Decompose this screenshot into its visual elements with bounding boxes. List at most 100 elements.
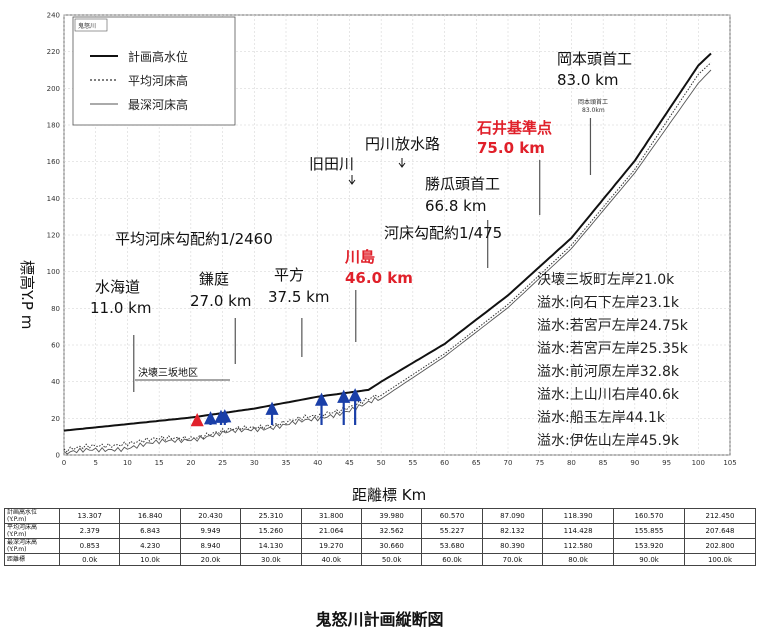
y-tick-label: 220	[47, 48, 60, 56]
x-tick-label: 5	[93, 459, 97, 467]
breach-item: 溢水:若宮戸左岸25.35k	[537, 341, 689, 357]
table-cell: 153.920	[613, 538, 685, 554]
y-axis-label: 標高Y.P m	[18, 260, 36, 329]
row-label: 最深河床高 (Y.P.m)	[4, 538, 60, 554]
profile-chart: 0 5 10 15 20 25 30 35 40 45 50 55 60 65 70 75 80 85 90 95 10…	[18, 12, 737, 505]
okamoto-label: 岡本頭首工	[557, 50, 632, 68]
y-tick-label: 140	[47, 195, 60, 203]
breach-item: 決壊三坂町左岸21.0k	[537, 272, 675, 288]
table-row: 距離標 0.0k 10.0k 20.0k 30.0k 40.0k 50.0k 60.0k 70…	[4, 553, 756, 566]
table-row: 最深河床高 (Y.P.m) 0.853 4.230 8.940 14.130 19.270…	[4, 538, 756, 554]
table-cell: 16.840	[119, 508, 181, 524]
x-tick-label: 40	[313, 459, 322, 467]
table-cell: 53.680	[421, 538, 483, 554]
y-tick-label: 0	[56, 452, 60, 460]
kamaniwa-km: 27.0 km	[190, 292, 251, 310]
series-lines	[63, 52, 712, 455]
table-cell: 0.853	[58, 538, 121, 554]
y-tick-label: 240	[47, 12, 60, 20]
breach-item: 溢水:上山川右岸40.6k	[537, 387, 680, 403]
x-tick-label: 80	[567, 459, 576, 467]
enkawa-arrow	[398, 158, 406, 168]
x-tick-label: 100	[692, 459, 705, 467]
x-tick-label: 15	[155, 459, 164, 467]
y-tick-label: 160	[47, 158, 60, 166]
table-cell: 9.949	[179, 523, 242, 539]
table-cell: 100.0k	[684, 553, 756, 566]
breach-arrows	[190, 388, 362, 427]
x-tick-label: 105	[723, 459, 736, 467]
x-tick-label: 75	[535, 459, 544, 467]
legend-box-title: 鬼怒川	[78, 22, 96, 30]
table-cell: 39.980	[360, 508, 423, 524]
table-cell: 20.0k	[179, 553, 242, 566]
table-cell: 10.0k	[119, 553, 181, 566]
mitsukaido-label: 水海道	[95, 278, 140, 296]
misaka-label: 決壊三坂地区	[138, 366, 198, 379]
table-cell: 60.0k	[421, 553, 483, 566]
x-tick-label: 70	[504, 459, 513, 467]
y-tick-label: 80	[51, 305, 60, 313]
table-cell: 31.800	[300, 508, 362, 524]
y-tick-label: 60	[51, 342, 60, 350]
okamoto-small-label: 岡本頭首工	[578, 98, 608, 106]
table-cell: 60.570	[421, 508, 483, 524]
axis-ticks: 0 5 10 15 20 25 30 35 40 45 50 55 60 65 70 75 80 85 90 95 10…	[47, 12, 737, 468]
table-cell: 55.227	[421, 523, 483, 539]
table-row: 計画高水位 (Y.P.m) 13.307 16.840 20.430 25.310 31.…	[4, 508, 756, 524]
table-cell: 20.430	[179, 508, 242, 524]
y-tick-label: 40	[51, 378, 60, 386]
figure-caption: 鬼怒川計画縦断図	[315, 610, 444, 629]
table-cell: 6.843	[119, 523, 181, 539]
x-tick-label: 90	[630, 459, 639, 467]
table-cell: 114.428	[542, 523, 615, 539]
y-tick-label: 100	[47, 268, 60, 276]
series-line	[63, 62, 712, 453]
x-tick-label: 50	[377, 459, 386, 467]
table-cell: 112.580	[542, 538, 615, 554]
profile-table: 計画高水位 (Y.P.m) 13.307 16.840 20.430 25.310 31.…	[4, 508, 756, 566]
table-row: 平均河床高 (Y.P.m) 2.379 6.843 9.949 15.260 21.064…	[4, 523, 756, 539]
katsuura-km: 66.8 km	[425, 197, 486, 215]
x-tick-label: 55	[408, 459, 417, 467]
table-cell: 15.260	[240, 523, 302, 539]
table-cell: 4.230	[119, 538, 181, 554]
table-cell: 32.562	[360, 523, 423, 539]
breach-item: 溢水:伊佐山左岸45.9k	[537, 433, 680, 449]
x-tick-label: 60	[440, 459, 449, 467]
ishii-km: 75.0 km	[477, 139, 545, 157]
kawashima-label: 川島	[344, 248, 375, 266]
table-cell: 160.570	[613, 508, 685, 524]
y-tick-label: 200	[47, 85, 60, 93]
okamoto-km: 83.0 km	[557, 71, 618, 89]
y-tick-label: 180	[47, 122, 60, 130]
kyutagawa-arrow	[348, 175, 356, 185]
table-cell: 25.310	[240, 508, 302, 524]
avg-gradient-label: 平均河床勾配約1/2460	[115, 230, 273, 248]
legend: 鬼怒川 計画高水位 平均河床高 最深河床高	[72, 16, 236, 126]
table-cell: 118.390	[542, 508, 615, 524]
series-line	[63, 52, 712, 432]
breach-list: 決壊三坂町左岸21.0k 溢水:向石下左岸23.1k 溢水:若宮戸左岸24.75…	[537, 272, 689, 449]
table-cell: 90.0k	[613, 553, 685, 566]
series-line	[63, 69, 712, 455]
x-axis-label: 距離標 Km	[352, 486, 426, 504]
y-tick-label: 20	[51, 415, 60, 423]
table-cell: 30.0k	[240, 553, 302, 566]
x-tick-label: 65	[472, 459, 481, 467]
mitsukaido-km: 11.0 km	[90, 299, 151, 317]
x-tick-label: 0	[62, 459, 66, 467]
x-tick-label: 95	[662, 459, 671, 467]
breach-item: 溢水:向石下左岸23.1k	[537, 295, 680, 311]
table-cell: 87.090	[481, 508, 544, 524]
table-cell: 8.940	[179, 538, 242, 554]
enkawa-label: 円川放水路	[365, 135, 440, 153]
legend-deep-bed: 最深河床高	[128, 97, 188, 112]
ishii-label: 石井基準点	[476, 119, 552, 137]
bed-gradient-label: 河床勾配約1/475	[384, 224, 502, 242]
x-tick-label: 45	[345, 459, 354, 467]
x-tick-label: 20	[186, 459, 195, 467]
table-cell: 50.0k	[360, 553, 423, 566]
kamaniwa-label: 鎌庭	[199, 270, 229, 288]
table-cell: 80.390	[481, 538, 544, 554]
